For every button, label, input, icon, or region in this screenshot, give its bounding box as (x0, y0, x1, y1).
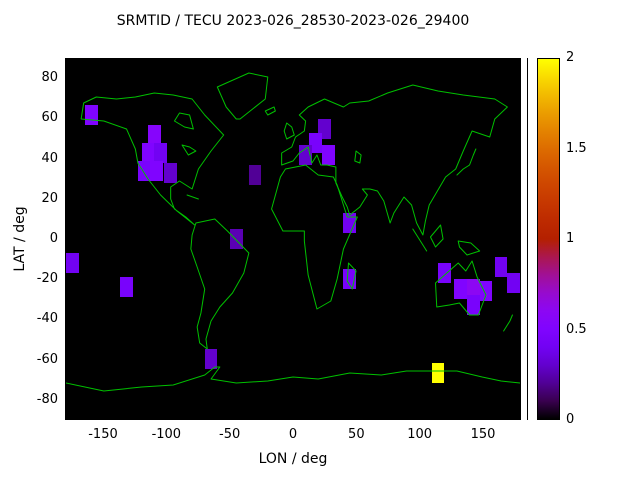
x-tick-label: -50 (219, 427, 241, 442)
coastline-eurasia (282, 85, 508, 235)
y-tick-label: 80 (41, 70, 58, 86)
coastline-sumatra (413, 229, 427, 251)
heatmap-cell (248, 165, 262, 185)
x-tick-label: 100 (407, 427, 433, 442)
x-axis-label: LON / deg (258, 451, 328, 467)
heatmap-cell (229, 229, 243, 249)
x-tick-label: -100 (151, 427, 182, 442)
coastline-new-guinea (458, 241, 479, 255)
coastline-great-lakes (182, 145, 196, 155)
colorbar (537, 58, 560, 420)
x-tick-label: 150 (470, 427, 496, 442)
coastline-uk (284, 123, 294, 139)
y-tick-label: -80 (36, 391, 58, 407)
heatmap-cell (137, 161, 151, 181)
heatmap-cell (141, 143, 155, 163)
y-tick-label: 60 (41, 110, 58, 126)
heatmap-cell (147, 125, 161, 145)
colorbar-tick-label: 1.5 (566, 140, 587, 156)
y-tick-label: 0 (49, 231, 58, 246)
y-tick-label: -60 (36, 351, 58, 367)
coastline-new-zealand (504, 315, 513, 331)
coastline-iceland (265, 107, 275, 115)
heatmap-cell (467, 295, 480, 315)
coastline-japan (457, 149, 476, 175)
heatmap-cell (120, 277, 133, 297)
heatmap-cell (507, 273, 520, 293)
heatmap-cell (431, 363, 445, 383)
x-tick-label: 50 (348, 427, 365, 442)
coastline-cuba (187, 195, 198, 199)
heatmap-cell (322, 145, 335, 165)
plot-area (65, 58, 521, 420)
x-tick-label: -150 (88, 427, 118, 442)
heatmap-cell (494, 257, 508, 277)
colorbar-tick-label: 0.5 (566, 321, 587, 337)
heatmap-cell (164, 163, 177, 183)
colorbar-tick-label: 2 (566, 50, 575, 65)
y-tick-label: -40 (36, 311, 58, 327)
y-tick-label: 20 (41, 190, 58, 206)
heatmap-cell (204, 349, 218, 369)
x-tick-label: 0 (288, 427, 298, 442)
heatmap-cell (343, 269, 357, 289)
y-tick-label: -20 (36, 271, 58, 287)
heatmap-cell (438, 263, 451, 283)
coastline-borneo (430, 225, 443, 247)
colorbar-tick-label: 1 (566, 231, 575, 246)
y-tick-label: 40 (41, 150, 58, 166)
chart-title: SRMTID / TECU 2023-026_28530-2023-026_29… (116, 13, 470, 29)
plot-right-border-line (527, 58, 528, 420)
heatmap-cell (84, 105, 98, 125)
coastline-hudson-bay (174, 113, 193, 129)
world-coastline-map (66, 59, 520, 419)
heatmap-cell (154, 143, 167, 163)
heatmap-cell (150, 161, 164, 181)
colorbar-tick-label: 0 (566, 412, 575, 427)
heatmap-cell (343, 213, 357, 233)
heatmap-cell (479, 281, 493, 301)
heatmap-cell (299, 145, 312, 165)
heatmap-cell (66, 253, 79, 273)
heatmap-cell (454, 279, 468, 299)
coastline-antarctica (66, 367, 520, 391)
coastline-caspian-sea (355, 151, 361, 163)
coastline-greenland (217, 73, 267, 119)
